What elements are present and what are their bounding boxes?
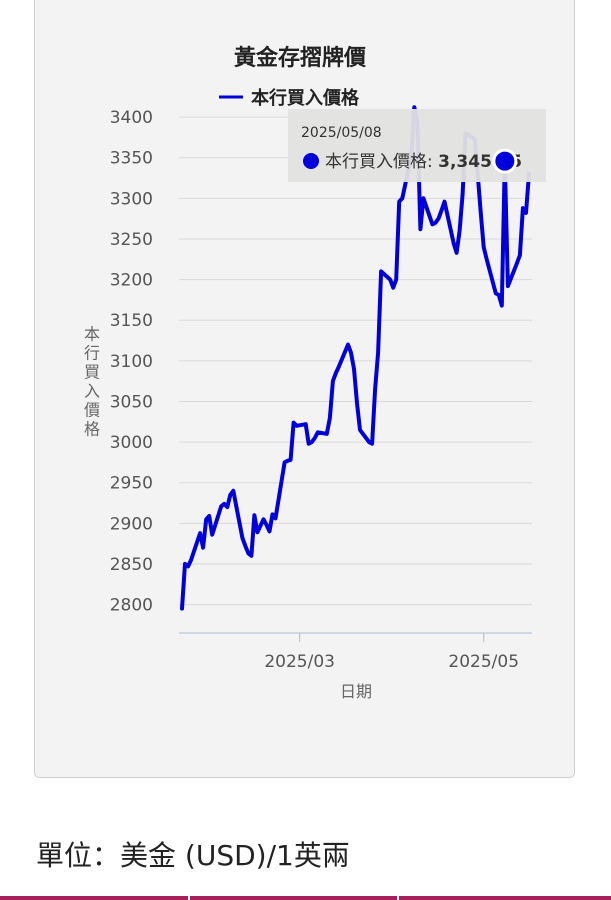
price-table-header-edge	[0, 896, 611, 900]
y-tick-label: 2900	[110, 514, 153, 534]
unit-label: 單位：美金 (USD)/1英兩	[36, 839, 350, 872]
y-axis-label-char: 格	[84, 420, 100, 439]
y-tick-label: 3300	[110, 189, 153, 209]
y-tick-label: 3350	[110, 149, 153, 169]
series-line[interactable]	[180, 105, 531, 611]
x-axis: 2025/03 2025/05	[264, 633, 519, 672]
y-tick-label: 3250	[110, 230, 153, 250]
y-axis-label-char: 價	[84, 401, 100, 420]
y-tick-label: 3400	[110, 108, 153, 128]
x-tick-label: 2025/03	[264, 652, 335, 672]
y-axis-label-char: 買	[84, 363, 100, 382]
y-tick-label: 3150	[110, 311, 153, 331]
y-tick-label: 2800	[110, 596, 153, 616]
tooltip-series-dot	[303, 153, 319, 169]
y-tick-label: 3050	[110, 392, 153, 412]
hover-marker[interactable]	[492, 148, 518, 174]
y-axis-label-char: 行	[84, 344, 100, 363]
gold-price-chart: 黃金存摺牌價 本行買入價格 2800 2850 2900 2950 3000 3050 31…	[84, 45, 546, 701]
y-axis-label: 本行買入價格	[84, 325, 100, 439]
y-tick-label: 3100	[110, 352, 153, 372]
y-axis-label-char: 入	[84, 382, 100, 401]
tooltip: 2025/05/08 本行買入價格: 3,345.75	[288, 109, 546, 182]
chart-title: 黃金存摺牌價	[234, 45, 367, 71]
y-axis-label-char: 本	[84, 325, 100, 344]
tooltip-label: 本行買入價格:	[325, 152, 438, 172]
legend[interactable]: 本行買入價格	[219, 87, 360, 109]
chart-card: 黃金存摺牌價 本行買入價格 2800 2850 2900 2950 3000 3050 31…	[34, 0, 575, 778]
legend-label: 本行買入價格	[251, 87, 360, 109]
tooltip-date: 2025/05/08	[301, 125, 382, 141]
y-tick-label: 2850	[110, 555, 153, 575]
y-tick-label: 3200	[110, 271, 153, 291]
y-axis: 2800 2850 2900 2950 3000 3050 3100 3150 3200 3250…	[110, 108, 153, 616]
y-tick-label: 2950	[110, 474, 153, 494]
x-axis-label: 日期	[340, 682, 372, 701]
y-tick-label: 3000	[110, 433, 153, 453]
x-tick-label: 2025/05	[448, 652, 519, 672]
